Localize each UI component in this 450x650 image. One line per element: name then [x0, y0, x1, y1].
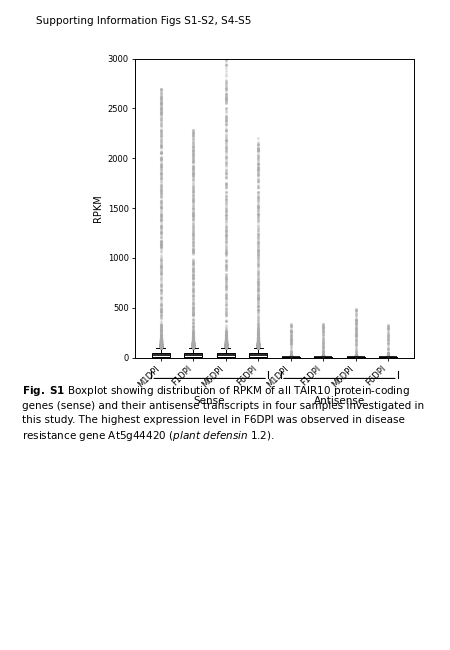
Text: Antisense: Antisense — [314, 396, 365, 406]
Text: Sense: Sense — [194, 396, 225, 406]
Text: $\mathbf{Fig.\ S1}$ Boxplot showing distribution of RPKM of all TAIR10 protein-c: $\mathbf{Fig.\ S1}$ Boxplot showing dist… — [22, 384, 425, 443]
Y-axis label: RPKM: RPKM — [94, 194, 104, 222]
Text: Supporting Information Figs S1-S2, S4-S5: Supporting Information Figs S1-S2, S4-S5 — [36, 16, 252, 26]
